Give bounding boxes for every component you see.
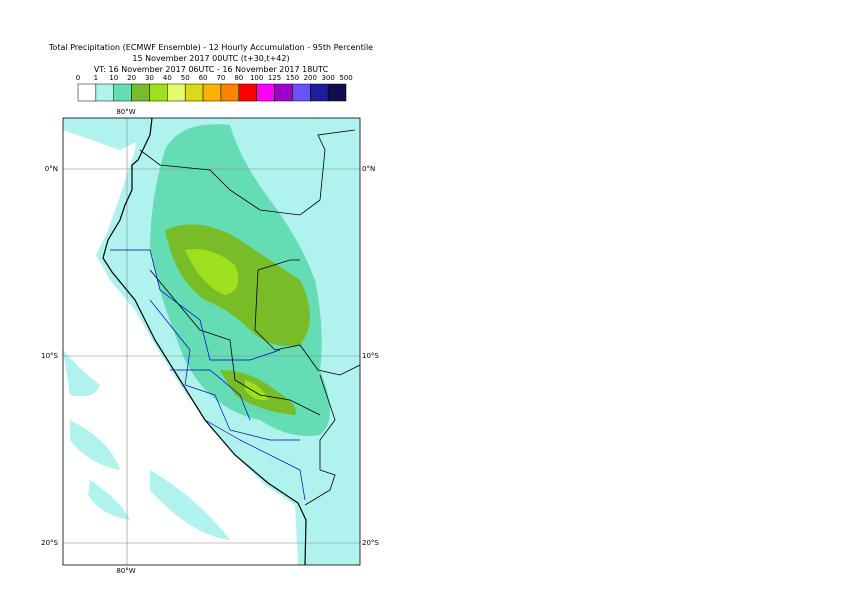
title: Total Precipitation (ECMWF Ensemble) - 1…	[48, 43, 373, 52]
legend-swatch	[256, 83, 275, 102]
legend: 0 1 10 20 30 40 50 60 70 80 100 125 150 200 300 500	[76, 74, 353, 102]
graticule	[63, 118, 360, 565]
legend-label: 0	[76, 74, 80, 82]
legend-swatch	[327, 83, 347, 102]
legend-label: 80	[234, 74, 243, 82]
legend-label: 500	[339, 74, 352, 82]
border	[139, 129, 360, 506]
lat-label: 10°S	[362, 352, 379, 360]
lat-label: 0°N	[362, 165, 375, 173]
lat-label: 10°S	[41, 352, 58, 360]
map-frame	[62, 117, 361, 566]
legend-swatch	[149, 83, 168, 102]
lat-label: 0°N	[45, 165, 58, 173]
legend-label: 150	[286, 74, 299, 82]
legend-label: 60	[199, 74, 208, 82]
ocean	[63, 118, 298, 565]
legend-label: 20	[127, 74, 136, 82]
legend-swatch	[292, 83, 311, 102]
legend-swatch	[113, 83, 132, 102]
legend-label: 300	[321, 74, 334, 82]
legend-label: 125	[268, 74, 281, 82]
legend-swatch	[202, 83, 222, 102]
legend-swatch	[274, 83, 293, 102]
lon-label: 80°W	[116, 108, 135, 116]
legend-label: 1	[94, 74, 98, 82]
legend-label: 70	[216, 74, 225, 82]
legend-label: 40	[163, 74, 172, 82]
valid-time: VT: 16 November 2017 06UTC - 16 November…	[94, 65, 329, 74]
subtitle: 15 November 2017 00UTC (t+30,t+42)	[132, 54, 289, 63]
legend-swatch	[77, 83, 97, 102]
lon-label: 80°W	[116, 567, 135, 575]
coastline	[102, 118, 307, 565]
lat-label: 20°S	[362, 539, 379, 547]
legend-swatch	[238, 83, 257, 102]
legend-label: 30	[145, 74, 154, 82]
legend-label: 50	[181, 74, 190, 82]
map: 80°W 80°W 0°N 0°N 10°S 10°S 20°S 20°S	[41, 108, 379, 575]
lat-label: 20°S	[41, 539, 58, 547]
legend-swatch	[131, 83, 150, 102]
legend-swatch	[310, 83, 329, 102]
legend-swatch	[95, 83, 114, 102]
legend-swatch	[167, 83, 186, 102]
legend-label: 200	[304, 74, 317, 82]
legend-swatch	[184, 83, 204, 102]
precip-area	[63, 118, 360, 540]
legend-swatch	[220, 83, 240, 102]
legend-label: 100	[250, 74, 263, 82]
precip-area	[185, 249, 268, 401]
region-border	[110, 249, 306, 501]
legend-label: 10	[109, 74, 118, 82]
